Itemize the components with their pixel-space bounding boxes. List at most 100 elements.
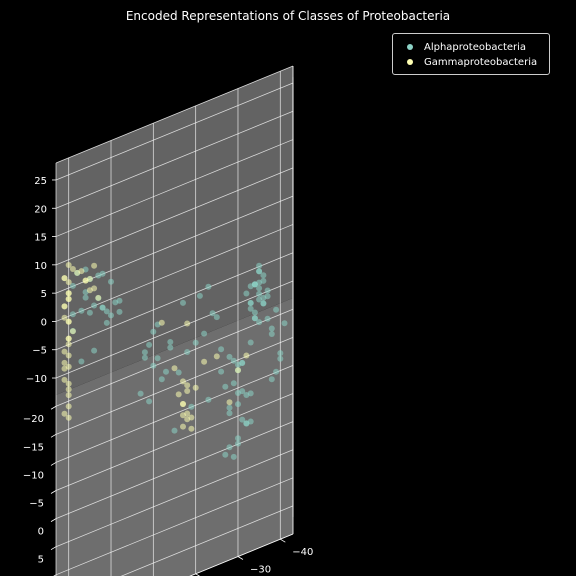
point-alphaproteobacteria [192, 339, 199, 346]
point-alphaproteobacteria [226, 353, 233, 360]
y-axis-line [189, 533, 294, 576]
point-gammaproteobacteria [74, 269, 81, 276]
grid-line [55, 167, 294, 266]
point-alphaproteobacteria [268, 325, 275, 332]
point-alphaproteobacteria [230, 357, 237, 364]
grid-line [55, 365, 294, 463]
point-gammaproteobacteria [65, 380, 72, 387]
point-alphaproteobacteria [188, 403, 195, 410]
point-alphaproteobacteria [264, 315, 271, 322]
point-alphaproteobacteria [277, 355, 284, 362]
data-points [61, 262, 288, 460]
z-tick-label: 25 [34, 176, 47, 187]
point-alphaproteobacteria [69, 282, 76, 289]
point-gammaproteobacteria [226, 399, 233, 406]
point-alphaproteobacteria [196, 292, 203, 299]
point-alphaproteobacteria [154, 355, 161, 362]
legend: Alphaproteobacteria Gammaproteobacteria [392, 33, 550, 75]
point-alphaproteobacteria [235, 401, 241, 408]
point-gammaproteobacteria [188, 414, 195, 421]
point-gammaproteobacteria [184, 320, 191, 327]
grid-line [55, 393, 294, 491]
point-alphaproteobacteria [141, 354, 148, 361]
point-gammaproteobacteria [65, 403, 72, 410]
point-alphaproteobacteria [226, 444, 233, 451]
point-alphaproteobacteria [243, 420, 250, 427]
point-alphaproteobacteria [264, 287, 271, 294]
point-alphaproteobacteria [251, 315, 258, 322]
point-alphaproteobacteria [256, 285, 263, 292]
point-gammaproteobacteria [65, 318, 72, 325]
point-alphaproteobacteria [277, 350, 284, 357]
point-alphaproteobacteria [163, 368, 169, 375]
point-alphaproteobacteria [180, 299, 186, 306]
point-alphaproteobacteria [281, 320, 288, 327]
point-alphaproteobacteria [86, 309, 93, 316]
tick-mark [50, 518, 57, 522]
tick-mark [50, 405, 57, 410]
point-alphaproteobacteria [230, 380, 237, 387]
point-gammaproteobacteria [82, 277, 89, 284]
axis-lines [50, 65, 294, 576]
z-tick-label: 10 [34, 261, 47, 272]
point-alphaproteobacteria [78, 358, 85, 365]
point-gammaproteobacteria [65, 341, 72, 348]
grid-line [55, 308, 294, 407]
point-alphaproteobacteria [150, 328, 157, 335]
point-alphaproteobacteria [268, 376, 275, 383]
point-alphaproteobacteria [158, 376, 165, 383]
point-gammaproteobacteria [61, 303, 68, 310]
grid-line [55, 252, 294, 351]
tick-mark [53, 574, 57, 576]
point-gammaproteobacteria [61, 348, 68, 355]
tick-mark [237, 556, 244, 560]
point-alphaproteobacteria [150, 362, 157, 369]
x-tick-label: 5 [38, 555, 44, 566]
point-alphaproteobacteria [137, 390, 144, 397]
point-alphaproteobacteria [235, 390, 241, 396]
point-alphaproteobacteria [116, 308, 123, 315]
tick-mark [50, 433, 57, 438]
point-gammaproteobacteria [158, 319, 165, 326]
x-tick-label: −10 [23, 470, 44, 481]
point-alphaproteobacteria [256, 319, 263, 326]
point-alphaproteobacteria [264, 293, 271, 300]
grid-line [55, 139, 294, 237]
point-alphaproteobacteria [243, 290, 250, 297]
point-alphaproteobacteria [235, 440, 241, 447]
point-gammaproteobacteria [65, 262, 72, 268]
point-gammaproteobacteria [61, 410, 68, 417]
point-alphaproteobacteria [226, 410, 233, 417]
grid-line [55, 477, 294, 576]
point-alphaproteobacteria [230, 453, 237, 460]
chart-title: Encoded Representations of Classes of Pr… [125, 9, 451, 23]
tick-mark [280, 538, 286, 543]
x-tick-label: 0 [38, 527, 44, 538]
x-tick-label: −5 [29, 499, 44, 510]
point-gammaproteobacteria [175, 391, 182, 398]
point-gammaproteobacteria [65, 296, 72, 302]
legend-marker-gammaproteobacteria [407, 59, 413, 65]
point-gammaproteobacteria [180, 378, 186, 385]
point-alphaproteobacteria [247, 339, 254, 346]
point-alphaproteobacteria [167, 339, 174, 345]
grid-line [55, 336, 294, 435]
point-gammaproteobacteria [65, 392, 72, 399]
top-left-edge [55, 65, 294, 164]
tick-mark [50, 490, 57, 494]
legend-label-alphaproteobacteria: Alphaproteobacteria [424, 41, 527, 53]
z-tick-label: 0 [41, 317, 47, 328]
grid-line [55, 82, 294, 181]
point-alphaproteobacteria [226, 404, 233, 411]
point-alphaproteobacteria [256, 262, 263, 269]
point-alphaproteobacteria [108, 312, 114, 319]
point-alphaproteobacteria [260, 277, 267, 284]
point-gammaproteobacteria [61, 376, 68, 383]
legend-item-alphaproteobacteria: Alphaproteobacteria [407, 40, 526, 54]
axes-panes [56, 66, 293, 576]
legend-marker-alphaproteobacteria [407, 44, 413, 50]
tick-mark [195, 573, 201, 576]
point-alphaproteobacteria [209, 310, 216, 317]
point-gammaproteobacteria [65, 290, 72, 297]
point-alphaproteobacteria [99, 304, 106, 311]
